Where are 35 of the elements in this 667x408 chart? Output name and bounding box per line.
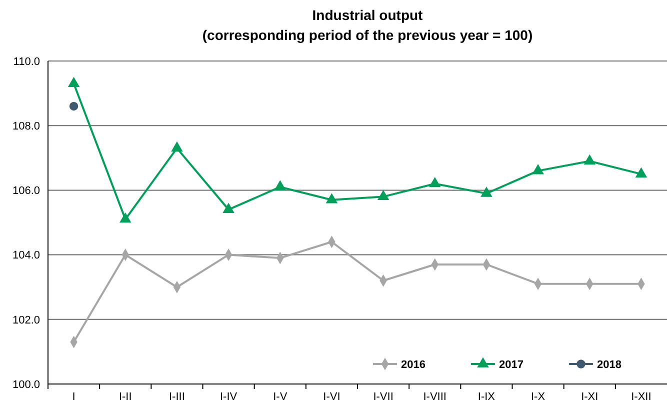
point <box>326 193 338 204</box>
x-tick-label: I-IV <box>220 391 238 403</box>
x-tick-label: I-XII <box>631 391 652 403</box>
x-tick-label: I-IX <box>478 391 496 403</box>
legend-label: 2016 <box>401 358 426 371</box>
y-tick-label: 108.0 <box>12 120 40 132</box>
chart-subtitle: (corresponding period of the previous year = 100) <box>202 27 533 43</box>
x-tick-label: I-II <box>118 391 132 403</box>
legend-label: 2018 <box>597 358 622 371</box>
point <box>377 190 390 200</box>
point <box>68 76 80 88</box>
point <box>584 154 596 165</box>
y-tick-label: 100.0 <box>12 378 40 391</box>
y-tick-label: 110.0 <box>13 56 40 68</box>
x-tick-label: I-VI <box>323 391 340 403</box>
point <box>532 164 544 174</box>
x-tick-label: I-X <box>531 391 546 403</box>
point <box>480 186 492 197</box>
x-tick-label: I <box>72 391 76 403</box>
x-tick-label: I-XI <box>581 391 598 403</box>
x-tick-label: I-VIII <box>423 391 446 403</box>
point <box>635 167 648 178</box>
x-tick-label: I-III <box>169 391 185 403</box>
point <box>428 176 441 188</box>
chart-title: Industrial output <box>312 7 424 23</box>
point <box>119 212 132 223</box>
x-tick-label: I-V <box>273 391 288 403</box>
point <box>171 141 183 152</box>
y-tick-label: 106.0 <box>12 185 40 198</box>
legend-label: 2017 <box>499 358 524 371</box>
point <box>222 202 234 213</box>
x-tick-label: I-VII <box>373 391 394 403</box>
point <box>274 180 286 190</box>
y-tick-label: 102.0 <box>12 314 40 326</box>
y-tick-label: 104.0 <box>12 250 40 262</box>
